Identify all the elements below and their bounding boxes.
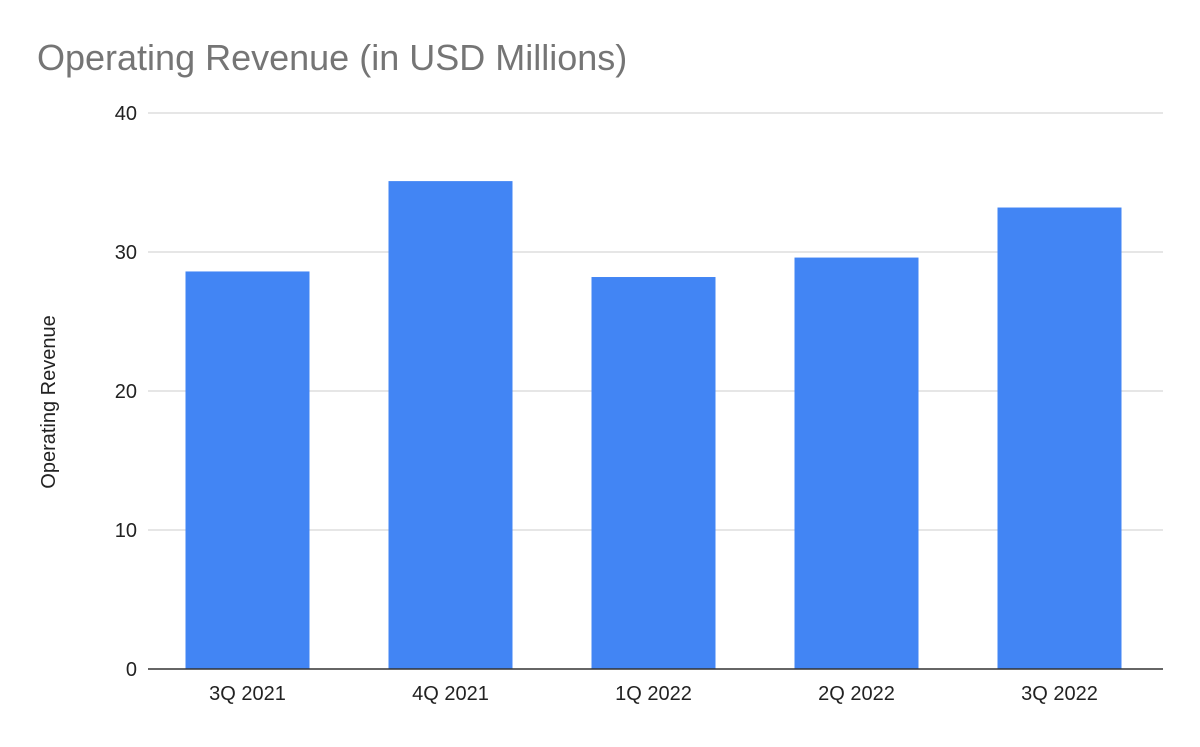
y-tick-label: 30 — [115, 242, 137, 264]
x-tick-label: 1Q 2022 — [615, 683, 692, 705]
x-tick-label: 3Q 2021 — [209, 683, 286, 705]
y-tick-labels: 0 10 20 30 40 — [115, 103, 137, 681]
y-axis-label: Operating Revenue — [38, 315, 60, 488]
x-tick-label: 4Q 2021 — [412, 683, 489, 705]
bar-4q-2021 — [388, 181, 513, 670]
x-tick-label: 2Q 2022 — [818, 683, 895, 705]
bar-3q-2021 — [185, 271, 310, 669]
bar-1q-2022 — [591, 277, 716, 669]
y-tick-label: 0 — [126, 659, 137, 681]
x-tick-labels: 3Q 2021 4Q 2021 1Q 2022 2Q 2022 3Q 2022 — [209, 683, 1098, 705]
bar-3q-2022 — [997, 207, 1122, 669]
y-tick-label: 20 — [115, 381, 137, 403]
x-tick-label: 3Q 2022 — [1021, 683, 1098, 705]
bar-2q-2022 — [794, 257, 919, 669]
bars — [185, 181, 1122, 670]
chart-title: Operating Revenue (in USD Millions) — [37, 37, 627, 78]
y-tick-label: 10 — [115, 520, 137, 542]
y-tick-label: 40 — [115, 103, 137, 125]
